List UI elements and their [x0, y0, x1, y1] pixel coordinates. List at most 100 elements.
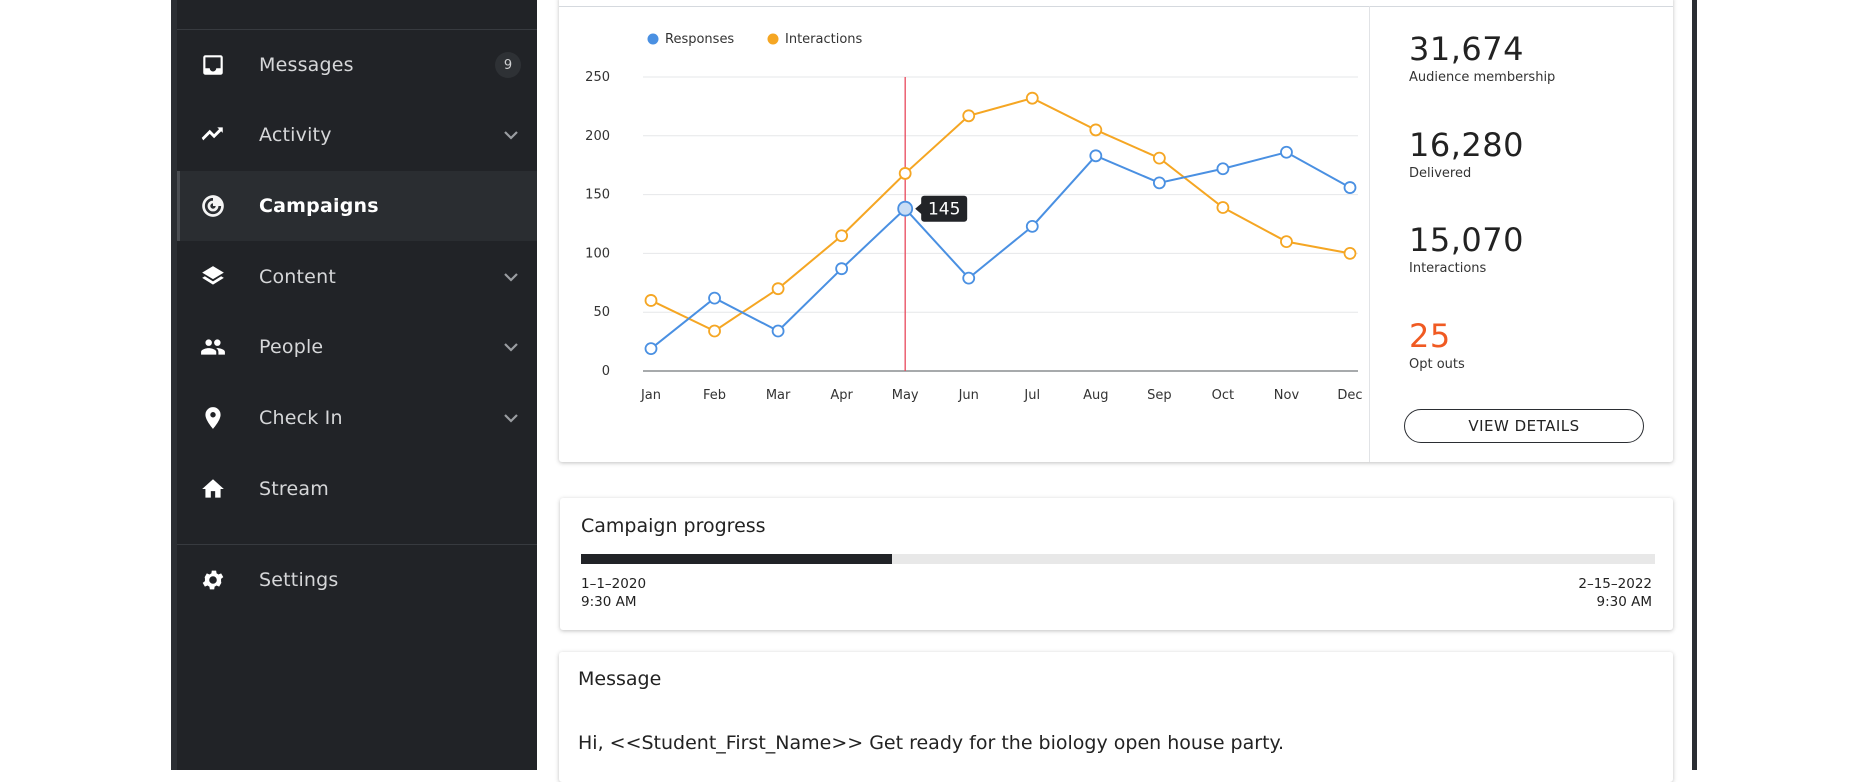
legend-marker: [767, 33, 779, 45]
sidebar-item-settings[interactable]: Settings: [177, 545, 537, 615]
y-tick-label: 150: [585, 188, 610, 203]
chevron-down-icon[interactable]: [501, 125, 521, 145]
stat-label: Audience membership: [1409, 70, 1556, 85]
sidebar-item-label: Stream: [259, 478, 329, 500]
card-top-divider: [559, 6, 1673, 7]
sidebar-item-label: Messages: [259, 54, 354, 76]
stat-value: 31,674: [1409, 30, 1524, 68]
sidebar-item-label: Content: [259, 266, 336, 288]
stat-value: 25: [1409, 317, 1451, 355]
data-point: [644, 294, 658, 307]
stats-divider: [1369, 6, 1370, 462]
y-tick-label: 0: [602, 364, 610, 379]
engagement-line-chart: 0 50 100 150 200 250 Jan Feb Mar Apr May Jun Jul Aug S…: [585, 32, 1362, 403]
stat-delivered: 16,280 Delivered: [1409, 126, 1524, 181]
trend-icon: [198, 120, 228, 150]
sidebar-item-check-in[interactable]: Check In: [177, 383, 537, 453]
sidebar-item-messages[interactable]: Messages 9: [177, 30, 537, 100]
campaign-stats-card: 0 50 100 150 200 250 Jan Feb Mar Apr May Jun Jul Aug S…: [559, 0, 1673, 462]
start-date: 1–1–2020: [581, 576, 647, 592]
y-tick-label: 250: [585, 70, 610, 85]
end-date: 2–15–2022: [1578, 576, 1652, 592]
device-frame-right: [1692, 0, 1697, 770]
tooltip-box: [921, 195, 968, 222]
message-title: Message: [578, 668, 662, 690]
sidebar: Messages 9 Activity Campaigns Content Pe…: [177, 0, 537, 770]
layers-icon: [198, 262, 228, 292]
message-card: Message Hi, <<Student_First_Name>> Get r…: [559, 652, 1673, 782]
data-point: [898, 167, 912, 180]
messages-count-badge: 9: [495, 52, 521, 78]
message-body: Hi, <<Student_First_Name>> Get ready for…: [578, 732, 1285, 754]
data-point: [1152, 176, 1166, 190]
x-tick-label: Sep: [1147, 388, 1172, 403]
stat-audience-membership: 31,674 Audience membership: [1409, 30, 1555, 85]
data-point: [1089, 123, 1103, 137]
stat-label: Delivered: [1409, 166, 1472, 181]
data-point: [1343, 181, 1357, 194]
sidebar-item-stream[interactable]: Stream: [177, 454, 537, 524]
series-line-responses: [650, 151, 1351, 350]
progress-title: Campaign progress: [581, 515, 766, 537]
home-icon: [198, 474, 228, 504]
people-icon: [198, 332, 228, 362]
sidebar-item-content[interactable]: Content: [177, 242, 537, 312]
location-pin-icon: [198, 403, 228, 433]
tooltip-value: 145: [928, 200, 960, 220]
chevron-down-icon[interactable]: [501, 337, 521, 357]
x-tick-label: May: [892, 388, 919, 403]
y-tick-label: 200: [585, 129, 610, 144]
inbox-icon: [198, 50, 228, 80]
x-tick-label: Jan: [640, 388, 661, 403]
data-point: [835, 229, 849, 243]
sidebar-item-people[interactable]: People: [177, 312, 537, 382]
progress-end: 2–15–2022 9:30 AM: [1578, 575, 1652, 611]
y-tick-label: 50: [593, 305, 610, 320]
tooltip-pointer: [915, 202, 923, 215]
device-frame-left: [171, 0, 177, 770]
data-point: [771, 282, 785, 296]
data-point: [1280, 145, 1293, 159]
x-tick-label: Nov: [1274, 388, 1300, 403]
x-tick-label: Dec: [1337, 388, 1362, 403]
data-point: [708, 291, 721, 305]
stat-value: 16,280: [1409, 126, 1524, 164]
progress-bar-fill: [581, 554, 893, 564]
y-tick-label: 100: [585, 246, 610, 261]
data-point: [1280, 235, 1293, 249]
stat-opt-outs: 25 Opt outs: [1409, 317, 1465, 372]
sidebar-item-label: People: [259, 336, 324, 358]
x-tick-label: Jul: [1023, 388, 1040, 403]
data-point: [835, 262, 849, 276]
data-point: [1216, 201, 1230, 214]
stat-label: Opt outs: [1409, 357, 1465, 372]
data-point: [644, 342, 658, 356]
chevron-down-icon[interactable]: [501, 267, 521, 287]
sidebar-item-label: Campaigns: [259, 195, 379, 217]
end-time: 9:30 AM: [1596, 594, 1653, 610]
start-time: 9:30 AM: [581, 594, 637, 610]
legend-label: Responses: [665, 32, 734, 47]
highlight-point: [897, 200, 914, 217]
data-point: [771, 324, 785, 338]
sidebar-item-label: Settings: [259, 569, 339, 591]
x-tick-label: Oct: [1212, 388, 1234, 403]
data-point: [1216, 162, 1230, 176]
data-point: [1025, 91, 1039, 105]
view-details-button[interactable]: VIEW DETAILS: [1404, 409, 1644, 443]
target-icon: [198, 191, 228, 221]
data-point: [708, 324, 721, 338]
stat-label: Interactions: [1409, 261, 1487, 276]
sidebar-item-activity[interactable]: Activity: [177, 100, 537, 170]
data-point: [1152, 151, 1166, 165]
sidebar-item-label: Activity: [259, 124, 332, 146]
x-tick-label: Mar: [766, 388, 791, 403]
x-tick-label: Jun: [958, 388, 979, 403]
gear-icon: [198, 565, 228, 595]
x-tick-label: Apr: [830, 388, 853, 403]
data-point: [962, 271, 976, 285]
chevron-down-icon[interactable]: [501, 408, 521, 428]
sidebar-item-label: Check In: [259, 407, 343, 429]
sidebar-item-campaigns[interactable]: Campaigns: [177, 171, 537, 241]
stat-value: 15,070: [1409, 221, 1524, 259]
